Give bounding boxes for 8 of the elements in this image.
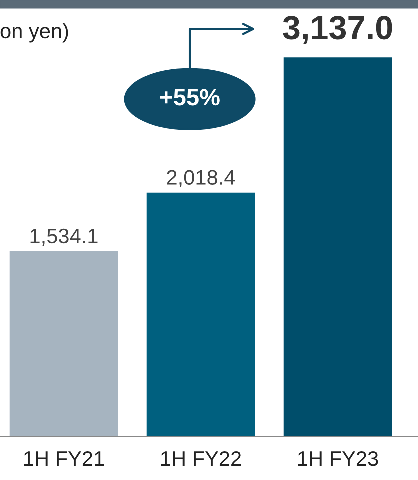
data-label: 3,137.0	[283, 16, 392, 45]
text: on yen)	[0, 23, 68, 43]
x-tick-label: 1H FY22	[161, 451, 242, 466]
x-tick-label: 1H FY23	[298, 451, 378, 466]
data-label: 2,018.4	[167, 170, 236, 188]
annotation: +55%	[160, 89, 220, 106]
x-tick-label: 1H FY21	[24, 451, 104, 466]
data-label: 1,534.1	[30, 228, 98, 246]
